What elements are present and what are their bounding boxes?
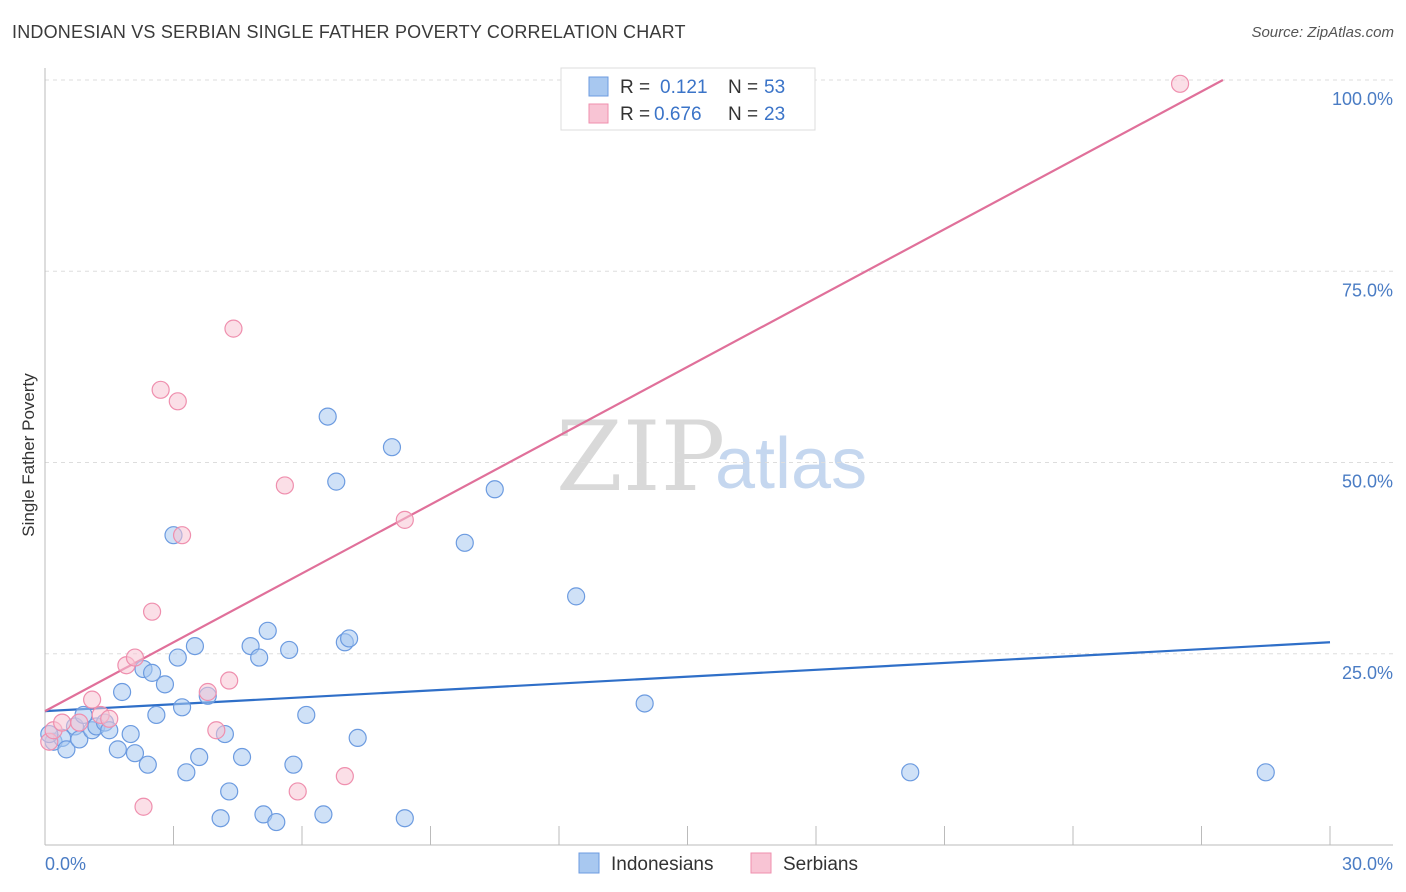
point-indonesians-35 (284, 755, 303, 774)
bottom-legend-swatch-serbians (750, 852, 772, 874)
point-indonesians-45 (455, 533, 474, 552)
legend-n-value-0: 53 (764, 77, 785, 98)
legend-n-value-1: 23 (764, 104, 785, 125)
point-serbians-22 (1170, 74, 1190, 93)
point-indonesians-12 (121, 724, 140, 744)
point-indonesians-2 (57, 740, 76, 759)
trend-lines (44, 79, 1331, 713)
point-indonesians-22 (185, 636, 205, 656)
x-tick-labels: 0.0% 30.0% (45, 854, 1393, 874)
legend-n-label-1: N = (728, 104, 758, 125)
point-serbians-20 (335, 767, 354, 786)
chart-title: INDONESIAN VS SERBIAN SINGLE FATHER POVE… (12, 22, 686, 42)
legend-r-value-0: 0.121 (660, 77, 708, 98)
point-indonesians-13 (125, 744, 145, 763)
point-indonesians-46 (485, 480, 504, 499)
bottom-legend-label-serbians: Serbians (783, 854, 858, 875)
point-indonesians-48 (635, 694, 654, 713)
watermark-zip: ZIP (556, 401, 725, 513)
point-serbians-3 (70, 713, 89, 732)
point-serbians-17 (224, 319, 243, 338)
point-indonesians-36 (297, 705, 316, 725)
y-tick-label-0: 100.0% (1332, 89, 1393, 109)
point-serbians-10 (142, 602, 162, 621)
point-indonesians-11 (112, 682, 132, 702)
point-indonesians-30 (250, 648, 269, 667)
y-axis-label: Single Father Poverty (19, 373, 38, 537)
legend-bottom: Indonesians Serbians (578, 852, 858, 875)
point-indonesians-28 (232, 747, 252, 767)
x-tick-label-1: 30.0% (1342, 854, 1393, 874)
point-serbians-19 (288, 782, 307, 801)
point-indonesians-49 (901, 763, 920, 782)
point-indonesians-19 (168, 648, 187, 667)
y-tick-label-3: 25.0% (1342, 663, 1393, 683)
point-serbians-15 (207, 721, 226, 740)
point-serbians-12 (168, 392, 187, 411)
trend-line-indonesians (44, 641, 1331, 713)
trend-line-serbians (44, 79, 1224, 713)
point-indonesians-25 (211, 809, 230, 828)
point-indonesians-17 (147, 705, 166, 725)
point-serbians-2 (53, 713, 72, 732)
point-serbians-4 (83, 690, 102, 709)
point-indonesians-10 (108, 740, 127, 759)
point-indonesians-18 (155, 675, 175, 694)
point-indonesians-43 (382, 438, 402, 457)
legend-r-value-1: 0.676 (654, 104, 702, 125)
legend-r-label-1: R = (620, 104, 650, 125)
point-indonesians-38 (318, 407, 337, 426)
point-indonesians-33 (267, 812, 286, 832)
point-indonesians-39 (327, 472, 346, 491)
grid-lines (45, 79, 1393, 655)
point-indonesians-21 (177, 763, 196, 782)
y-tick-labels: 100.0% 75.0% 50.0% 25.0% (1332, 89, 1393, 683)
point-indonesians-27 (220, 782, 239, 801)
y-tick-label-2: 50.0% (1342, 472, 1393, 492)
legend-top: R = 0.121 N = 53 R = 0.676 N = 23 (560, 67, 816, 131)
bottom-legend-swatch-indonesians (578, 852, 600, 874)
axes (44, 68, 1393, 846)
chart-source: Source: ZipAtlas.com (1251, 24, 1394, 41)
point-serbians-21 (395, 510, 414, 529)
legend-n-label-0: N = (728, 77, 758, 98)
point-indonesians-34 (280, 640, 299, 660)
point-indonesians-44 (395, 809, 414, 828)
y-tick-label-1: 75.0% (1342, 280, 1393, 300)
point-serbians-6 (100, 709, 119, 728)
point-serbians-9 (134, 797, 153, 816)
legend-swatch-indonesians (588, 76, 609, 97)
point-indonesians-32 (258, 621, 277, 640)
data-points (40, 74, 1275, 832)
point-serbians-13 (172, 526, 192, 545)
x-tick-label-0: 0.0% (45, 854, 86, 874)
point-serbians-11 (151, 380, 170, 399)
bottom-legend-label-indonesians: Indonesians (611, 854, 713, 875)
point-indonesians-20 (172, 698, 192, 717)
point-indonesians-50 (1256, 763, 1275, 782)
point-serbians-18 (275, 476, 294, 495)
point-indonesians-15 (138, 755, 157, 774)
point-serbians-16 (220, 671, 239, 690)
watermark-atlas: atlas (715, 424, 867, 504)
point-indonesians-47 (567, 587, 586, 606)
point-indonesians-41 (340, 629, 359, 648)
point-indonesians-37 (314, 805, 333, 824)
legend-swatch-serbians (588, 103, 609, 124)
point-indonesians-23 (190, 747, 209, 767)
point-indonesians-42 (348, 728, 367, 748)
legend-r-label-0: R = (620, 77, 650, 98)
point-serbians-8 (125, 648, 145, 667)
point-serbians-14 (198, 682, 217, 702)
point-indonesians-16 (142, 663, 162, 682)
